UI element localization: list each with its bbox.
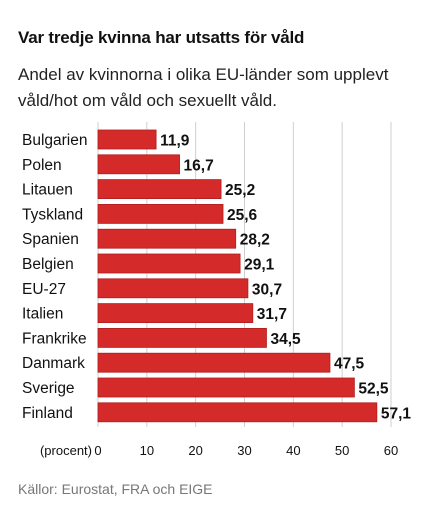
bar-value-label: 34,5 <box>270 331 301 348</box>
category-label: Finland <box>22 405 73 422</box>
bar <box>97 154 180 175</box>
category-labels: Bulgarien Polen Litauen Tyskland Spanien Belg… <box>22 132 88 422</box>
bar-value-label: 16,7 <box>184 157 214 174</box>
category-label: Polen <box>22 157 62 174</box>
bar <box>97 377 355 398</box>
x-tick-label: 50 <box>335 443 349 458</box>
bar <box>97 352 331 373</box>
source-note: Källor: Eurostat, FRA och EIGE <box>18 481 213 497</box>
category-label: Sverige <box>22 380 75 397</box>
bar-chart: Bulgarien Polen Litauen Tyskland Spanien Belg… <box>22 122 411 458</box>
bar <box>97 327 267 348</box>
bar-value-label: 57,1 <box>381 405 412 422</box>
x-tick-label: 40 <box>286 443 300 458</box>
bar-value-label: 25,6 <box>227 207 258 224</box>
bar <box>97 129 157 150</box>
bar <box>97 402 378 423</box>
category-label: Danmark <box>22 355 85 372</box>
x-tick-label: 0 <box>94 443 101 458</box>
category-label: Belgien <box>22 256 74 273</box>
value-labels: 11,9 16,7 25,2 25,6 28,2 29,1 30,7 31,7 34,5 47,5… <box>160 133 411 423</box>
category-label: Spanien <box>22 231 79 248</box>
bar-value-label: 11,9 <box>160 133 190 150</box>
x-axis-label: (procent) <box>40 443 92 458</box>
bar <box>97 303 254 324</box>
x-tick-label: 20 <box>188 443 202 458</box>
category-label: Litauen <box>22 182 73 199</box>
chart-subtitle: Andel av kvinnorna i olika EU-länder som… <box>18 65 389 110</box>
category-label: Frankrike <box>22 330 87 347</box>
category-label: Italien <box>22 306 63 323</box>
category-label: Bulgarien <box>22 132 88 149</box>
bar-value-label: 31,7 <box>257 306 287 323</box>
bar-value-label: 28,2 <box>240 232 270 249</box>
bar <box>97 253 241 274</box>
x-tick-labels: 0 10 20 30 40 50 60 <box>94 443 398 458</box>
bar-value-label: 47,5 <box>334 356 365 373</box>
bar <box>97 179 222 199</box>
bar <box>97 204 224 224</box>
chart-title: Var tredje kvinna har utsatts för våld <box>18 28 305 47</box>
x-tick-label: 30 <box>237 443 251 458</box>
x-tick-label: 60 <box>384 443 398 458</box>
category-label: EU-27 <box>22 281 66 298</box>
x-tick-label: 10 <box>140 443 154 458</box>
bar <box>97 228 237 249</box>
bar-value-label: 25,2 <box>225 182 255 199</box>
bar-value-label: 30,7 <box>252 281 282 298</box>
bar-value-label: 29,1 <box>244 257 275 274</box>
category-label: Tyskland <box>22 206 83 223</box>
bar-value-label: 52,5 <box>358 381 389 398</box>
bar <box>97 278 249 299</box>
bars <box>97 129 378 423</box>
